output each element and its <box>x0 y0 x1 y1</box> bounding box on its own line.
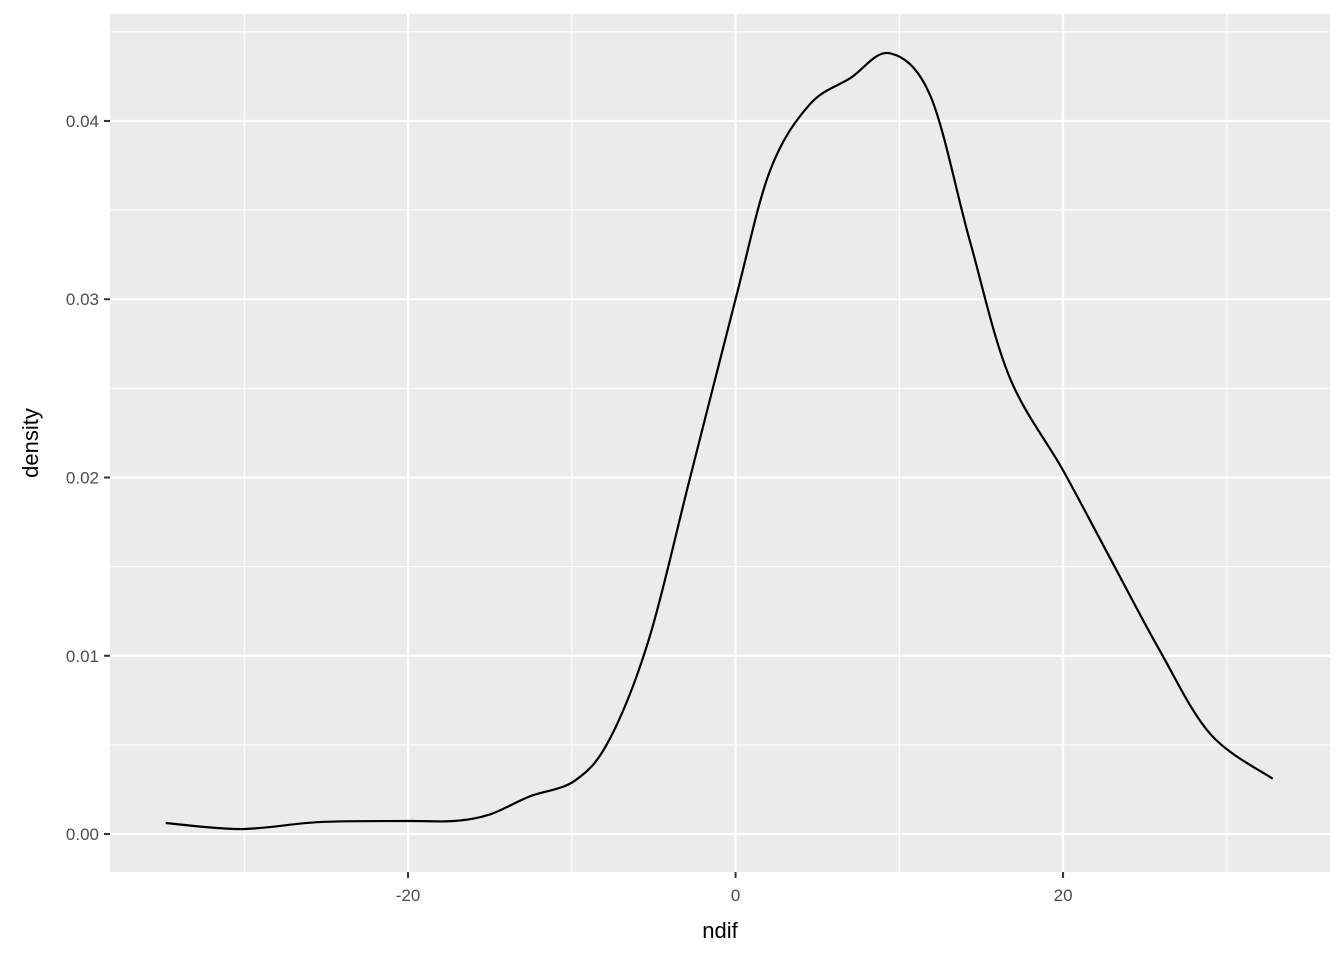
x-tick-label: 0 <box>731 886 740 905</box>
major-gridlines <box>110 14 1330 872</box>
x-axis-title: ndif <box>702 918 738 943</box>
y-tick-label: 0.00 <box>66 825 99 844</box>
y-axis-title: density <box>18 408 43 478</box>
density-curve <box>165 51 1274 831</box>
x-tick-label: 20 <box>1054 886 1073 905</box>
y-tick-label: 0.04 <box>66 112 99 131</box>
y-tick-label: 0.03 <box>66 290 99 309</box>
minor-gridlines <box>110 14 1330 872</box>
axis-ticks: -20 0 20 0.00 0.01 0.02 0.03 0.04 <box>66 112 1073 905</box>
x-tick-label: -20 <box>396 886 421 905</box>
y-tick-label: 0.01 <box>66 647 99 666</box>
plot-panel <box>110 14 1330 872</box>
y-tick-label: 0.02 <box>66 468 99 487</box>
